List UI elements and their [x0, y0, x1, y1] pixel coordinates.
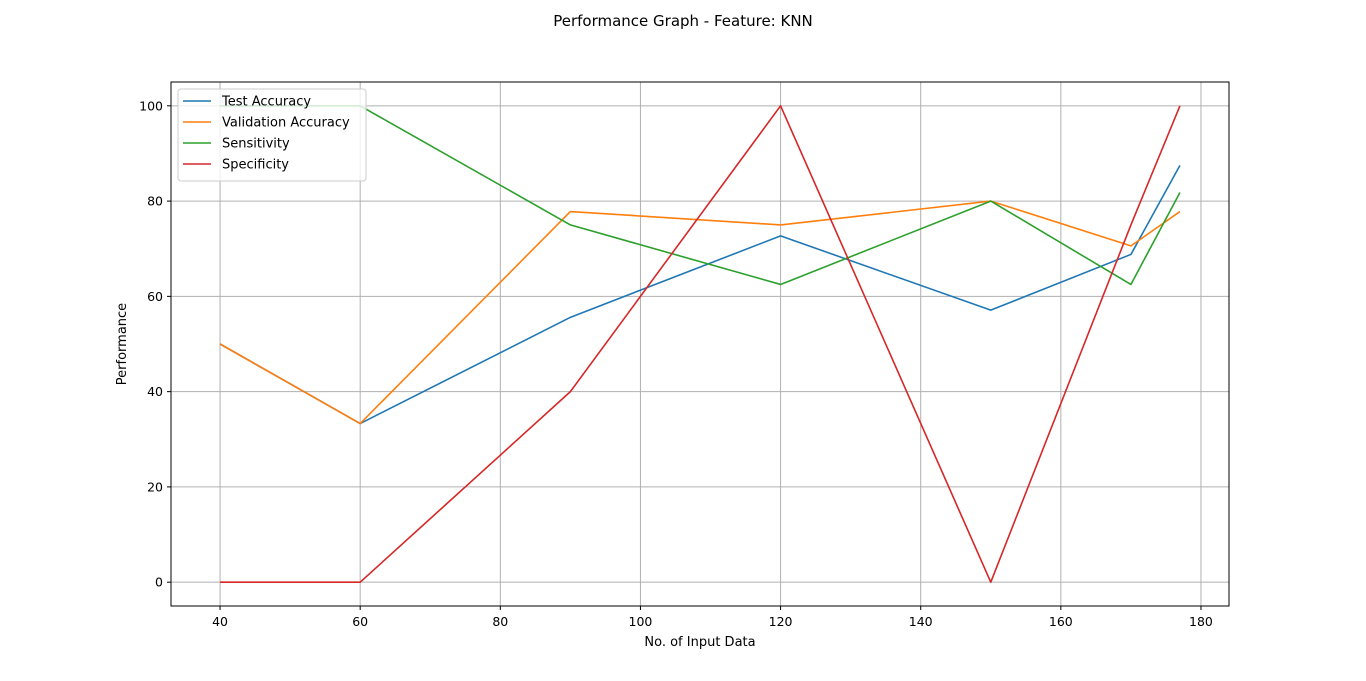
- y-tick-label: 80: [147, 194, 163, 209]
- y-tick-label: 100: [139, 98, 163, 113]
- y-tick-label: 0: [155, 575, 163, 590]
- y-tick-label: 20: [147, 479, 163, 494]
- legend: Test Accuracy Validation Accuracy Sensitiv…: [177, 88, 367, 182]
- legend-label: Sensitivity: [222, 137, 290, 152]
- x-tick-label: 140: [909, 614, 933, 629]
- y-tick-label: 60: [147, 289, 163, 304]
- plot-frame: [170, 81, 1230, 607]
- y-tick-label: 40: [147, 384, 163, 399]
- series-line-test-accuracy: [219, 164, 1181, 425]
- grid-lines: [171, 82, 1229, 606]
- x-tick-label: 40: [212, 614, 228, 629]
- x-axis-label: No. of Input Data: [644, 635, 755, 650]
- chart-title: Performance Graph - Feature: KNN: [553, 12, 813, 30]
- legend-label: Specificity: [222, 158, 289, 173]
- axis-ticks: 40 60 80 100 120 140 160 180 0 20 40 60 80 100: [139, 98, 1213, 629]
- x-tick-label: 120: [769, 614, 793, 629]
- x-tick-label: 80: [492, 614, 508, 629]
- legend-label: Validation Accuracy: [222, 116, 350, 131]
- series-line-specificity: [220, 105, 1181, 583]
- x-tick-label: 180: [1189, 614, 1213, 629]
- x-tick-label: 60: [352, 614, 368, 629]
- x-tick-label: 160: [1049, 614, 1073, 629]
- y-axis-label: Performance: [115, 303, 130, 385]
- series-line-validation-accuracy: [219, 200, 1181, 425]
- legend-label: Test Accuracy: [221, 95, 311, 110]
- x-tick-label: 100: [629, 614, 653, 629]
- legend-box: [177, 88, 367, 182]
